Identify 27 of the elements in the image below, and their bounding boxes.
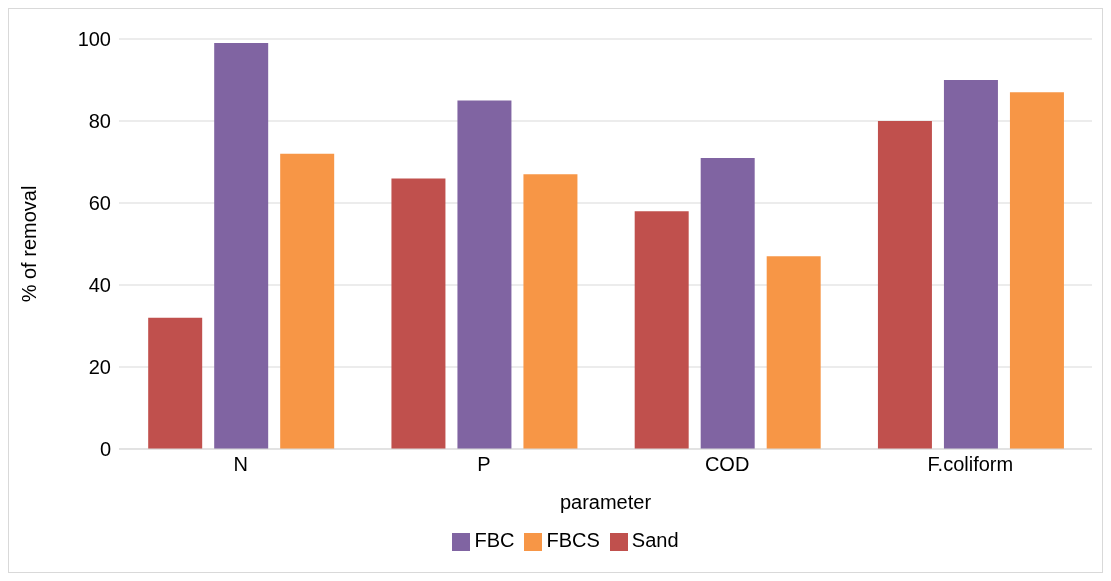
bar — [391, 178, 446, 449]
y-tick-label: 0 — [99, 438, 111, 461]
legend-label: FBCS — [546, 529, 600, 551]
x-tick-label: P — [477, 453, 491, 476]
bar — [280, 153, 335, 449]
y-axis-title: % of removal — [18, 185, 41, 303]
y-tick-label: 100 — [77, 28, 111, 51]
x-tick-label: N — [233, 453, 248, 476]
bar — [214, 43, 269, 449]
x-axis-title: parameter — [559, 491, 652, 513]
bar — [634, 211, 689, 449]
bar — [877, 121, 932, 449]
y-tick-label: 20 — [88, 356, 111, 379]
bar — [148, 317, 203, 449]
bar — [523, 174, 578, 449]
legend-label: Sand — [631, 529, 679, 551]
bar — [943, 80, 998, 449]
x-tick-label: COD — [704, 453, 750, 476]
y-tick-label: 40 — [88, 274, 111, 297]
bar — [700, 157, 755, 449]
legend-label: FBC — [474, 529, 515, 551]
bar — [766, 256, 821, 449]
bar — [1009, 92, 1064, 449]
x-tick-label: F.coliform — [927, 453, 1014, 476]
y-tick-label: 60 — [88, 192, 111, 215]
bar — [457, 100, 512, 449]
y-tick-label: 80 — [88, 110, 111, 133]
